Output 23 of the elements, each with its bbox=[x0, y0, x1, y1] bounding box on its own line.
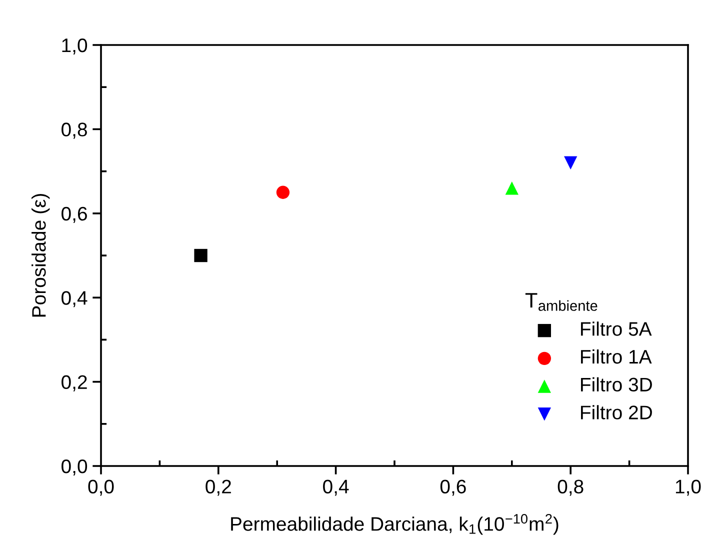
legend-title: T$_{ambiente}$ bbox=[525, 293, 598, 311]
x-tick-label: 0,4 bbox=[323, 480, 349, 496]
x-tick-label: 0,6 bbox=[440, 480, 466, 496]
x-tick-label: 0,8 bbox=[558, 480, 584, 496]
y-tick-label: 0,8 bbox=[62, 122, 87, 139]
x-tick-label: 0,0 bbox=[88, 480, 114, 496]
x-tick-label: 0,2 bbox=[206, 480, 231, 496]
point bbox=[564, 156, 578, 170]
x-tick-label: 1,0 bbox=[676, 480, 701, 496]
y-tick-label: 0,4 bbox=[62, 291, 88, 308]
y-axis-title: Porosidade (ε) bbox=[32, 194, 50, 317]
legend-label: Filtro 3D bbox=[581, 377, 652, 392]
x-axis-title: Permeabilidade Darciana, k$_{1}$(10$^{−10}$m$^{2}$) bbox=[231, 514, 558, 535]
y-tick-label: 0,6 bbox=[62, 206, 87, 223]
y-tick-label: 1,0 bbox=[62, 38, 88, 55]
point bbox=[505, 182, 518, 195]
point bbox=[276, 186, 290, 199]
y-tick-label: 0,0 bbox=[62, 459, 88, 476]
legend-label: Filtro 5A bbox=[581, 322, 652, 336]
y-tick-label: 0,2 bbox=[62, 375, 87, 392]
legend-label: Filtro 2D bbox=[581, 405, 652, 420]
point bbox=[194, 248, 208, 262]
legend-label: Filtro 1A bbox=[581, 349, 652, 364]
